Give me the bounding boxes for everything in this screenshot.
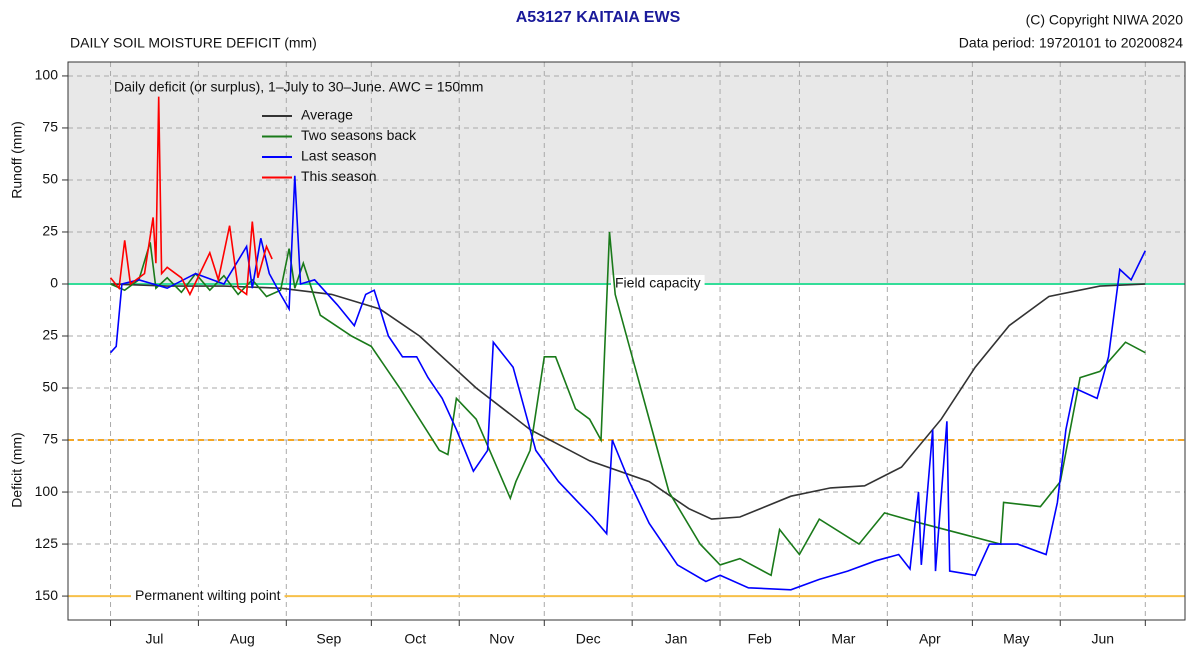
x-tick-label: Nov	[489, 631, 514, 647]
y-tick-label: 50	[42, 379, 58, 395]
x-tick-label: Mar	[831, 631, 855, 647]
chart-subtitle: DAILY SOIL MOISTURE DEFICIT (mm)	[70, 35, 317, 51]
y-tick-label: 125	[35, 535, 59, 551]
label-background	[611, 274, 705, 293]
x-tick-label: Feb	[748, 631, 772, 647]
x-tick-label: Apr	[919, 631, 941, 647]
legend-label: Two seasons back	[301, 127, 417, 143]
label-background	[131, 587, 285, 606]
x-tick-label: Jan	[665, 631, 688, 647]
y-axis-label: Runoff (mm)	[9, 121, 25, 199]
y-tick-label: 75	[42, 119, 58, 135]
y-tick-label: 0	[50, 275, 58, 291]
runoff-shade	[68, 62, 1185, 284]
annotation: Daily deficit (or surplus), 1–July to 30…	[114, 79, 483, 95]
y-axis-label: Deficit (mm)	[9, 432, 25, 507]
x-tick-label: Jun	[1091, 631, 1114, 647]
series-line	[109, 175, 1147, 591]
x-tick-label: Jul	[146, 631, 164, 647]
x-tick-label: Sep	[316, 631, 341, 647]
x-tick-label: Oct	[404, 631, 426, 647]
y-tick-label: 25	[42, 327, 58, 343]
y-tick-label: 100	[35, 67, 59, 83]
series-line	[109, 96, 273, 297]
series-line	[110, 283, 1146, 520]
x-tick-label: May	[1003, 631, 1029, 647]
x-tick-label: Aug	[230, 631, 255, 647]
legend-label: Average	[301, 107, 353, 123]
y-tick-label: 75	[42, 431, 58, 447]
reference-label: Field capacity	[615, 275, 701, 291]
data-period: Data period: 19720101 to 20200824	[959, 35, 1183, 51]
y-tick-label: 50	[42, 171, 58, 187]
legend-label: This season	[301, 168, 376, 184]
reference-label: Permanent wilting point	[135, 587, 281, 603]
y-tick-label: 25	[42, 223, 58, 239]
x-tick-label: Dec	[576, 631, 601, 647]
plot-frame	[67, 61, 1186, 621]
legend-label: Last season	[301, 148, 377, 164]
y-tick-label: 100	[35, 483, 59, 499]
copyright: (C) Copyright NIWA 2020	[1026, 12, 1184, 28]
y-tick-label: 150	[35, 587, 59, 603]
chart-title: A53127 KAITAIA EWS	[516, 9, 681, 26]
